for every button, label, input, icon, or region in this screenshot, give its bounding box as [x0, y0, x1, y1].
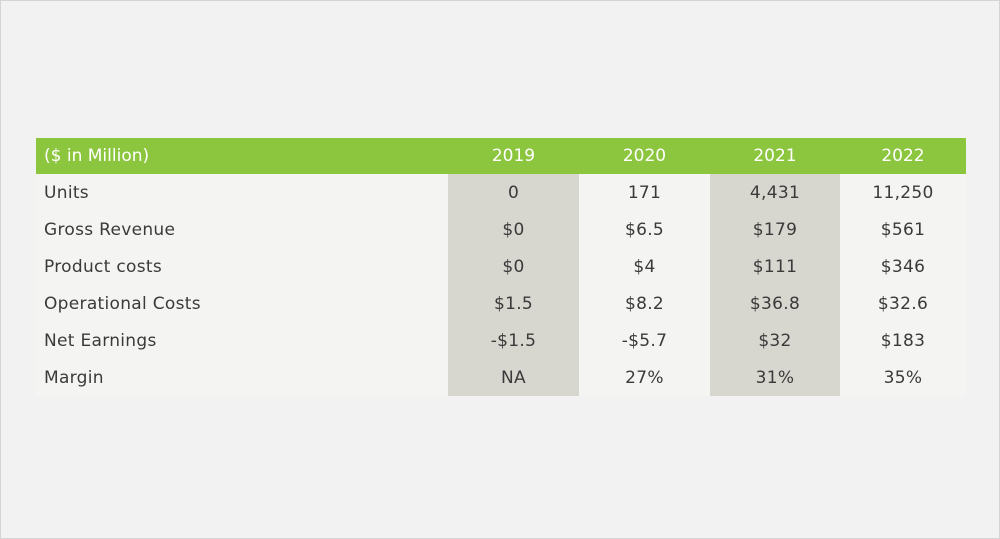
- row-label-gross-revenue: Gross Revenue: [44, 219, 176, 240]
- units-caption: ($ in Million): [44, 146, 150, 166]
- row-label-operational-costs: Operational Costs: [44, 293, 201, 314]
- table-cell: $1.5: [448, 285, 579, 322]
- table-cell: -$1.5: [448, 322, 579, 359]
- table-cell: $4: [633, 256, 656, 277]
- table-row: Gross Revenue $0 $6.5 $179 $561: [36, 211, 966, 248]
- table-row: Units 0 171 4,431 11,250: [36, 174, 966, 211]
- table-header-row: ($ in Million) 2019 2020 2021 2022: [36, 138, 966, 174]
- table-cell: $183: [880, 330, 926, 351]
- table-cell: 11,250: [872, 182, 934, 203]
- table-row: Net Earnings -$1.5 -$5.7 $32 $183: [36, 322, 966, 359]
- table-cell: 4,431: [710, 174, 840, 211]
- financial-table-container: ($ in Million) 2019 2020 2021 2022 Units…: [36, 138, 966, 396]
- year-header-2022: 2022: [881, 146, 925, 166]
- financial-table: ($ in Million) 2019 2020 2021 2022 Units…: [36, 138, 966, 396]
- table-cell: $32.6: [877, 293, 929, 314]
- table-cell: $36.8: [710, 285, 840, 322]
- row-label-margin: Margin: [44, 367, 104, 388]
- table-cell: NA: [448, 359, 579, 396]
- table-cell: 171: [627, 182, 662, 203]
- table-cell: -$5.7: [621, 330, 668, 351]
- table-cell: $8.2: [624, 293, 665, 314]
- year-header-2019: 2019: [491, 146, 536, 166]
- table-row: Operational Costs $1.5 $8.2 $36.8 $32.6: [36, 285, 966, 322]
- table-cell: $179: [710, 211, 840, 248]
- row-label-net-earnings: Net Earnings: [44, 330, 157, 351]
- table-cell: $111: [710, 248, 840, 285]
- year-header-2021: 2021: [753, 146, 797, 166]
- table-row: Product costs $0 $4 $111 $346: [36, 248, 966, 285]
- table-cell: $346: [880, 256, 926, 277]
- table-row: Margin NA 27% 31% 35%: [36, 359, 966, 396]
- row-label-product-costs: Product costs: [44, 256, 162, 277]
- table-cell: 35%: [883, 367, 923, 388]
- row-label-units: Units: [44, 182, 89, 203]
- table-cell: $6.5: [624, 219, 665, 240]
- table-cell: 31%: [710, 359, 840, 396]
- table-cell: $0: [448, 211, 579, 248]
- table-cell: $32: [710, 322, 840, 359]
- year-header-2020: 2020: [622, 146, 667, 166]
- table-cell: $0: [448, 248, 579, 285]
- table-cell: $561: [880, 219, 926, 240]
- table-cell: 27%: [625, 367, 664, 388]
- table-cell: 0: [448, 174, 579, 211]
